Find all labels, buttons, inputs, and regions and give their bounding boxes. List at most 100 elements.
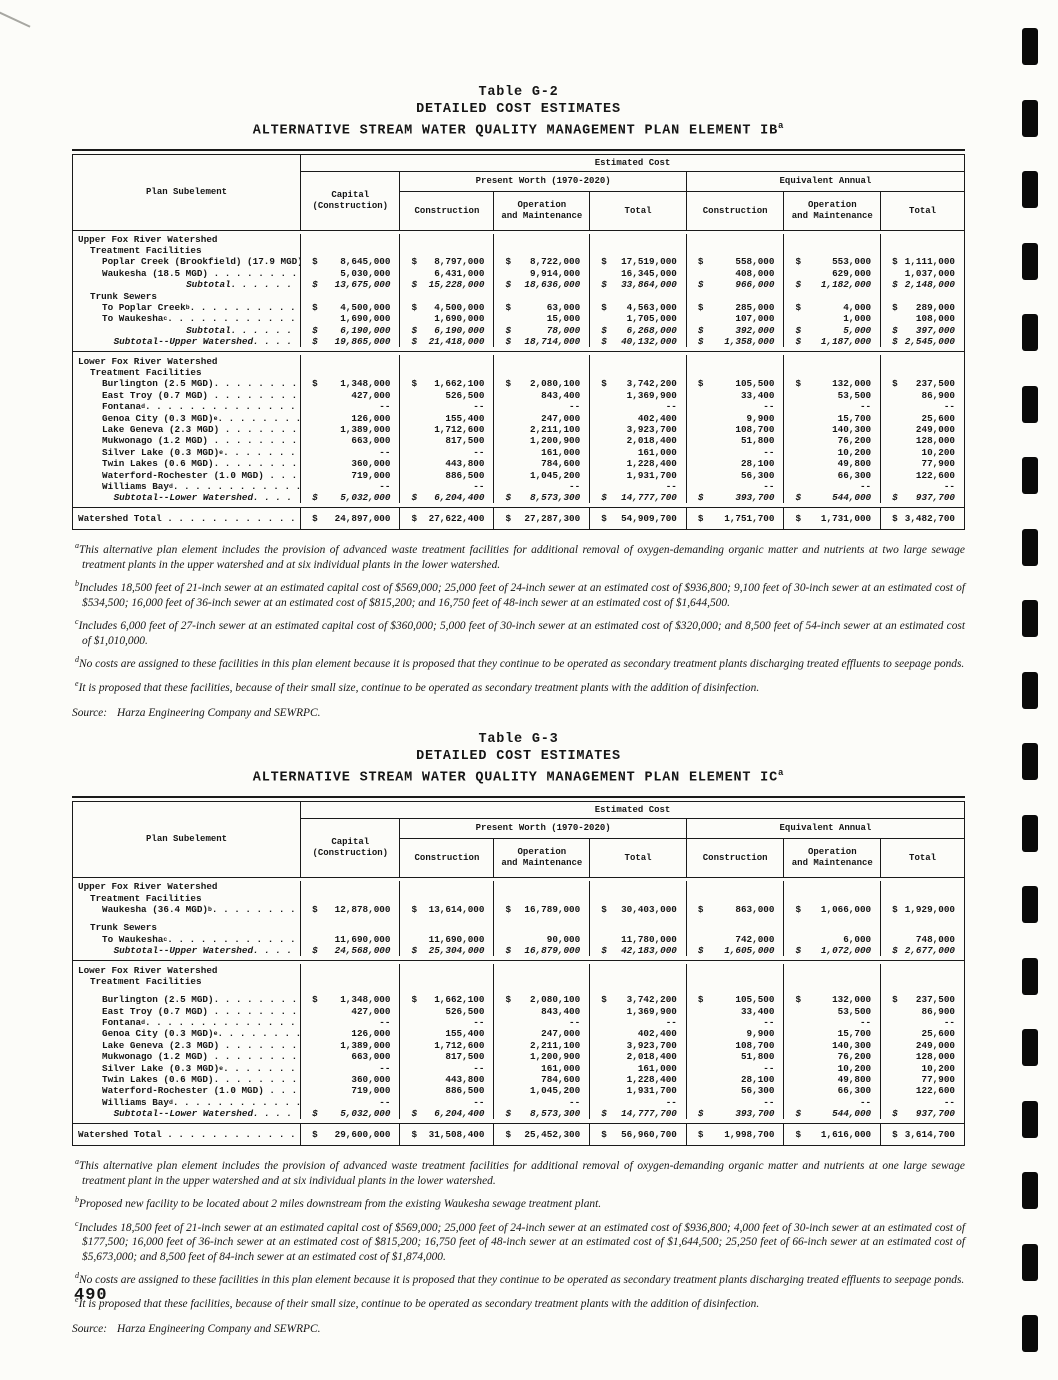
amount: 526,500 [445, 389, 485, 401]
amount: -- [943, 1096, 955, 1108]
cost-cell: 1,037,000 [881, 268, 964, 279]
cost-cell: 161,000 [494, 1062, 591, 1074]
amount: 2,211,100 [530, 1039, 581, 1051]
cost-cell: 360,000 [301, 457, 401, 470]
header-ea-construction: Construction [687, 191, 785, 230]
header-plan-subelement: Plan Subelement [73, 154, 302, 230]
cost-cell: 9,900 [687, 1028, 785, 1040]
cost-cell: 66,300 [784, 1085, 882, 1097]
cost-cell: -- [687, 1062, 785, 1074]
amount: 76,200 [837, 1051, 872, 1063]
cost-cell: $1,348,000 [301, 994, 401, 1006]
table-row: Fontana d. . . . . . . . . . . . . . . . -… [73, 400, 964, 413]
header-ea-total: Total [909, 852, 937, 863]
amount: 285,000 [735, 302, 775, 314]
page-number: 490 [74, 1286, 108, 1305]
amount: 1,369,900 [626, 389, 677, 401]
dollar-sign: $ [892, 945, 898, 957]
cost-cell [687, 290, 785, 302]
amount: 33,400 [740, 389, 775, 401]
cost-cell: 2,211,100 [494, 1039, 591, 1052]
cost-cell: $1,998,700 [687, 1124, 785, 1146]
table-row: Genoa City (0.3 MGD)e . . . . . . . . . 1… [73, 1028, 964, 1040]
table-row: Treatment Facilities [73, 244, 964, 257]
cost-cell [687, 922, 785, 934]
amount: -- [569, 1017, 581, 1029]
amount: 9,900 [746, 1028, 775, 1040]
amount: 33,864,000 [621, 279, 677, 291]
cost-cell: -- [784, 480, 882, 493]
dollar-sign: $ [312, 256, 318, 268]
cost-cell [590, 355, 687, 367]
cost-cell: $24,568,000 [301, 944, 401, 957]
dollar-sign: $ [312, 1108, 318, 1120]
amount: 27,622,400 [428, 513, 485, 525]
dollar-sign: $ [411, 945, 418, 957]
cost-cell: $5,032,000 [301, 1108, 401, 1120]
amount: -- [943, 1017, 955, 1029]
dollar-sign: $ [601, 336, 607, 348]
cost-cell: -- [494, 1016, 591, 1029]
table-row: Subtotal--Lower Watershed. . . . $5,032,0… [73, 1108, 964, 1120]
cost-cell [301, 975, 401, 988]
cost-cell: 5,030,000 [301, 267, 401, 280]
table-row: Silver Lake (0.3 MGD)e. . . . . . . . . -… [73, 1062, 964, 1074]
amount: 128,000 [915, 435, 955, 447]
dollar-sign: $ [892, 378, 898, 390]
table-row: Lower Fox River Watershed [73, 964, 964, 976]
cost-cell: $553,000 [784, 256, 882, 268]
amount: 56,960,700 [621, 1129, 677, 1141]
amount: 108,000 [915, 313, 955, 325]
amount: 86,900 [921, 1005, 955, 1017]
dollar-sign: $ [411, 513, 418, 525]
cost-cell: $27,622,400 [400, 508, 495, 530]
cost-cell: -- [590, 400, 687, 413]
amount: 784,600 [541, 458, 581, 470]
amount: 1,929,000 [904, 903, 955, 915]
amount: 1,712,600 [434, 423, 485, 435]
cost-cell [400, 244, 495, 257]
amount: 402,400 [637, 412, 677, 424]
dollar-sign: $ [795, 492, 802, 504]
cost-cell: -- [494, 400, 591, 413]
cost-cell: $6,190,000 [400, 324, 495, 337]
cost-cell: 663,000 [301, 1051, 401, 1063]
row-label: East Troy (0.7 MGD) . . . . . . . . . . [73, 389, 302, 401]
row-label: Twin Lakes (0.6 MGD). . . . . . . . . . [73, 457, 302, 470]
table-row: Watershed Total . . . . . . . . . . . . … [73, 1124, 964, 1146]
table-block: Table G-2 DETAILED COST ESTIMATES ALTERN… [72, 84, 965, 719]
cost-cell: 443,800 [400, 1073, 495, 1086]
amount: 24,568,000 [334, 945, 391, 957]
dollar-sign: $ [697, 256, 704, 268]
row-label: Subtotal. . . . . . [73, 279, 302, 291]
cost-cell: 56,300 [687, 469, 785, 481]
cost-cell: $19,865,000 [301, 336, 401, 348]
cost-cell: $1,358,000 [687, 336, 785, 348]
footnote-marker: b [75, 1195, 79, 1205]
dollar-sign: $ [601, 324, 607, 336]
table-body: Upper Fox River Watershed Treatment Facil… [73, 231, 964, 530]
dollar-sign: $ [312, 994, 318, 1006]
dollar-sign: $ [505, 1129, 512, 1141]
cost-cell: 360,000 [301, 1073, 401, 1086]
row-label: Watershed Total . . . . . . . . . . . . … [73, 508, 302, 530]
cost-cell [301, 880, 401, 893]
cost-cell [494, 964, 591, 976]
cost-cell: $1,731,000 [784, 508, 882, 530]
cost-cell: $30,403,000 [590, 903, 687, 916]
cost-cell: 33,400 [687, 1005, 785, 1017]
cost-cell [881, 290, 964, 301]
cost-cell: $392,000 [687, 324, 785, 337]
dollar-sign: $ [697, 279, 704, 291]
cost-cell: $393,700 [687, 1108, 785, 1120]
amount: 2,677,000 [904, 945, 955, 957]
binding-mark [1022, 457, 1038, 494]
table-row: East Troy (0.7 MGD) . . . . . . . . . . 4… [73, 1005, 964, 1017]
amount: 51,800 [740, 1051, 775, 1063]
amount: 24,897,000 [334, 513, 391, 525]
cost-cell: $1,182,000 [784, 279, 882, 291]
dollar-sign: $ [505, 513, 512, 525]
cost-cell: $1,751,700 [687, 508, 785, 530]
row-label: Fontana d. . . . . . . . . . . . . . . . [73, 1016, 302, 1029]
